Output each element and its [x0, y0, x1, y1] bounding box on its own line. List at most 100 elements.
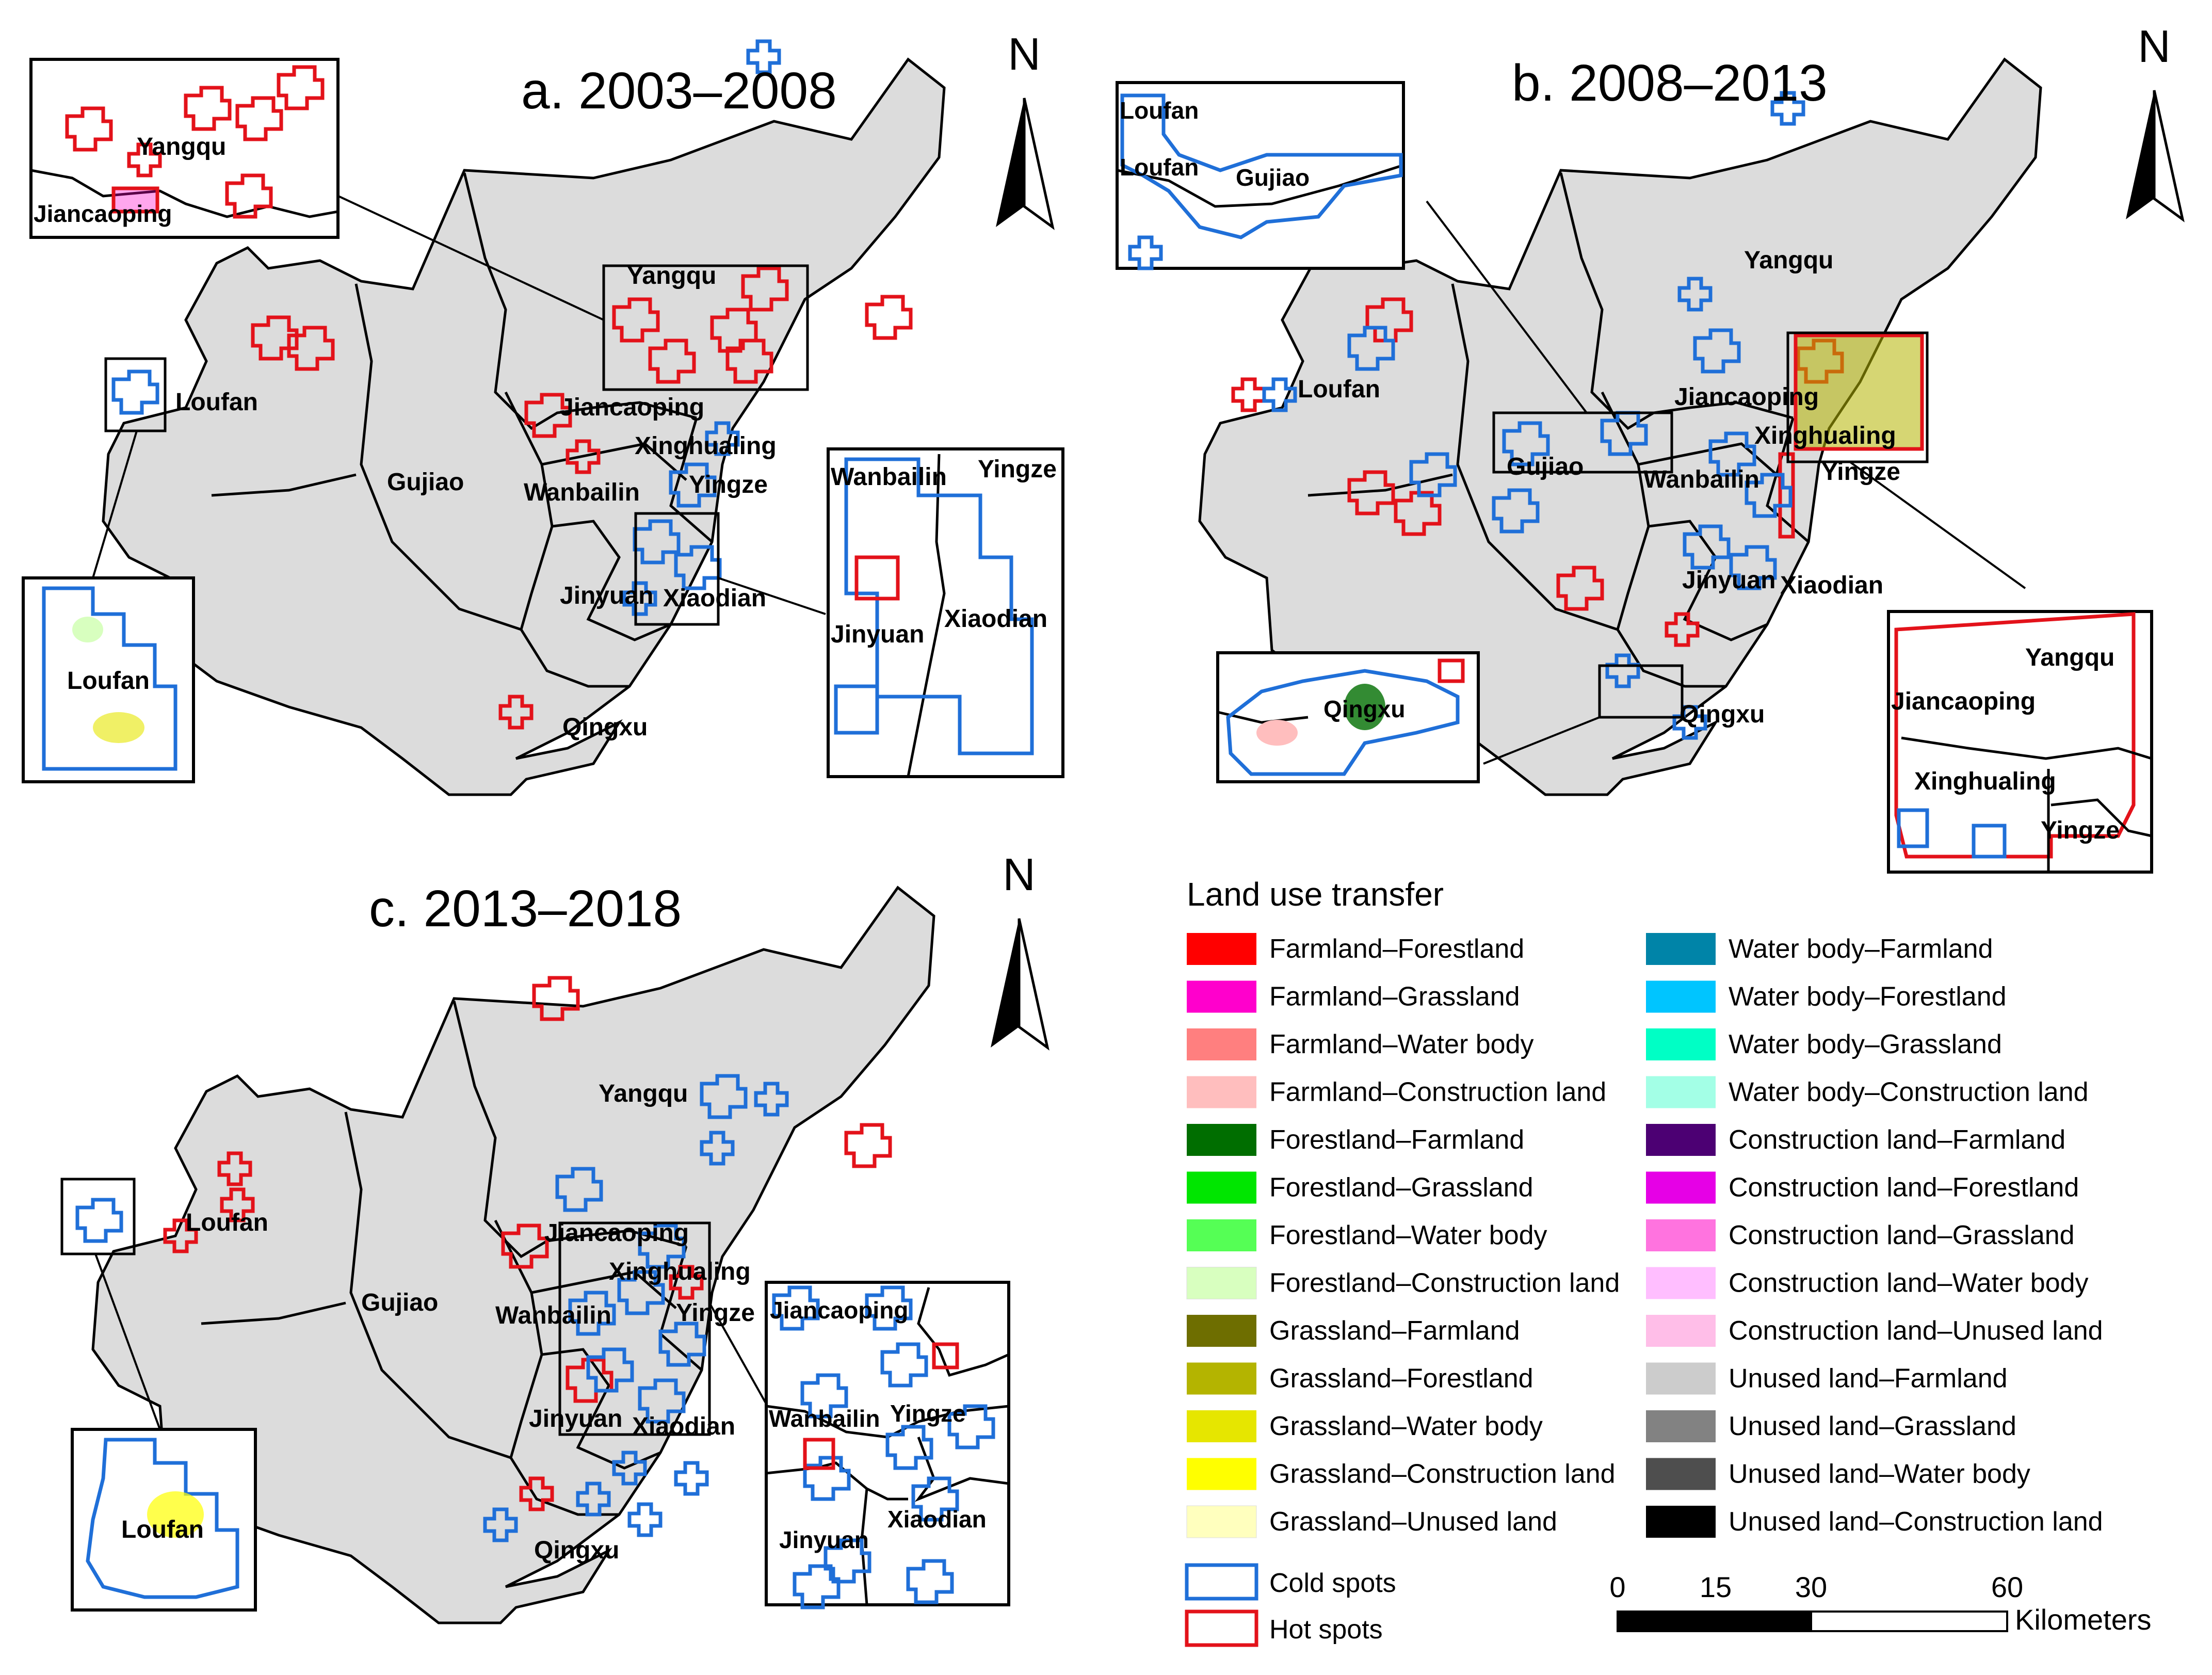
legend-label: Farmland–Water body — [1269, 1029, 1534, 1059]
town-labels-b: Yangqu Loufan Gujiao Jiancaoping Wanbail… — [1298, 247, 1900, 728]
legend-label: Construction land–Grassland — [1729, 1220, 2075, 1250]
panel-b: b. 2008–2013 N Yangqu Loufan Gujiao Jian… — [1116, 21, 2183, 874]
town-label: Yingze — [978, 456, 1057, 483]
legend-label: Construction land–Forestland — [1729, 1173, 2079, 1203]
town-label: Jiancaoping — [1891, 688, 2036, 715]
scale-tick-label: 15 — [1700, 1571, 1732, 1603]
scale-bar: 0 15 30 60 Kilometers — [1609, 1571, 2151, 1636]
town-label: Qingxu — [562, 714, 648, 741]
legend-label: Water body–Construction land — [1729, 1077, 2089, 1107]
legend-label: Unused land–Water body — [1729, 1459, 2030, 1489]
zoom-box-b-qingxu — [1598, 664, 1684, 719]
hot-spots-label: Hot spots — [1269, 1615, 1383, 1645]
legend-swatch — [1187, 1076, 1256, 1108]
panel-c-title: c. 2013–2018 — [369, 880, 682, 938]
town-label: Wanbailin — [1643, 466, 1759, 493]
inset-a-loufan: Loufan — [22, 576, 195, 783]
inset-c-center: Jiancaoping Wanbailin Yingze Jinyuan Xia… — [765, 1281, 1010, 1607]
town-label: Loufan — [121, 1516, 204, 1543]
town-label: Loufan — [67, 667, 150, 695]
town-label: Jinyuan — [779, 1526, 869, 1553]
town-label: Jiancaoping — [544, 1219, 689, 1247]
town-label: Wanbailin — [831, 463, 947, 491]
leader-line — [718, 577, 826, 615]
legend-label: Construction land–Unused land — [1729, 1316, 2103, 1346]
zoom-box-b-gujiao — [1492, 411, 1673, 474]
leader-line — [1483, 716, 1600, 765]
scale-tick-label: 0 — [1609, 1571, 1625, 1603]
legend-swatch — [1646, 1267, 1716, 1299]
inset-c-loufan: Loufan — [71, 1428, 257, 1612]
town-label: Jiancaoping — [1674, 383, 1819, 411]
legend-swatch — [1187, 1458, 1256, 1490]
scale-bar-black — [1617, 1610, 1812, 1632]
panel-c: c. 2013–2018 N Yangqu Loufan Gujiao Jian… — [60, 849, 1047, 1623]
town-label: Wanbailin — [495, 1302, 611, 1329]
scale-unit: Kilometers — [2015, 1603, 2152, 1636]
scale-tick-label: 60 — [1991, 1571, 2023, 1603]
town-label: Qingxu — [534, 1537, 619, 1564]
leader-line — [92, 430, 138, 578]
legend-swatch — [1186, 1505, 1257, 1538]
town-label: Jinyuan — [831, 621, 924, 648]
zoom-box-b-xinghualing — [1786, 331, 1929, 463]
leader-line — [94, 1253, 161, 1430]
town-labels-c: Yangqu Loufan Gujiao Jiancaoping Wanbail… — [186, 1080, 755, 1564]
town-label: Yangqu — [2025, 644, 2114, 671]
legend-swatch — [1187, 980, 1256, 1013]
legend-swatch — [1187, 933, 1256, 965]
town-label: Gujiao — [361, 1289, 438, 1316]
zoom-box-a-loufan — [104, 357, 167, 432]
legend-label: Unused land–Farmland — [1729, 1364, 2008, 1394]
inset-a-xiaodian: Wanbailin Yingze Jinyuan Xiaodian — [827, 447, 1064, 778]
north-label-a: N — [1008, 28, 1041, 79]
town-label: Gujiao — [1507, 453, 1584, 480]
panel-a-title: a. 2003–2008 — [521, 62, 837, 120]
legend-label: Forestland–Water body — [1269, 1220, 1547, 1250]
legend-swatch — [1646, 1171, 1716, 1204]
legend-label: Unused land–Construction land — [1729, 1507, 2103, 1537]
cold-spots-label: Cold spots — [1269, 1568, 1396, 1598]
town-label: Yangqu — [137, 133, 226, 160]
town-label: Jinyuan — [1682, 567, 1775, 594]
town-label: Loufan — [186, 1209, 268, 1236]
legend: Land use transfer Farmland–ForestlandFar… — [1185, 876, 2103, 1647]
town-labels-a: Yangqu Loufan Gujiao Jiancaoping Wanbail… — [175, 262, 777, 741]
legend-swatch — [1646, 1315, 1716, 1347]
scale-bar-white — [1810, 1610, 2008, 1632]
zoom-box-c-center — [558, 1221, 711, 1436]
town-label: Xiaodian — [663, 585, 766, 612]
town-label: Yingze — [1821, 458, 1900, 486]
zoom-box-c-loufan — [60, 1178, 136, 1255]
legend-swatch — [1187, 1362, 1256, 1395]
legend-label: Water body–Farmland — [1729, 934, 1993, 964]
legend-label: Forestland–Construction land — [1269, 1268, 1620, 1298]
legend-label: Farmland–Grassland — [1269, 982, 1520, 1012]
legend-swatch — [1187, 1028, 1256, 1060]
legend-swatch — [1646, 1362, 1716, 1395]
legend-swatch — [1187, 1124, 1256, 1156]
town-label: Xiaodian — [632, 1413, 735, 1440]
legend-swatch — [1646, 1076, 1716, 1108]
panel-a: a. 2003–2008 N Yangqu Loufan Gujiao Jian… — [22, 28, 1064, 795]
scale-tick-label: 30 — [1795, 1571, 1827, 1603]
town-label: Loufan — [1120, 154, 1199, 181]
legend-swatch — [1186, 1267, 1257, 1299]
town-label: Gujiao — [1236, 164, 1310, 191]
town-label: Yangqu — [627, 262, 716, 289]
legend-label: Farmland–Forestland — [1269, 934, 1524, 964]
town-label: Loufan — [1298, 376, 1380, 403]
north-arrow-icon — [996, 98, 1053, 227]
leader-line — [1426, 200, 1588, 414]
legend-swatch — [1646, 1506, 1716, 1538]
legend-swatch — [1187, 1219, 1256, 1251]
town-label: Yangqu — [1744, 247, 1833, 274]
hot-spots-b — [1233, 299, 1924, 645]
inset-b-gujiao: Loufan Loufan Gujiao — [1116, 81, 1405, 268]
town-label: Yingze — [890, 1400, 966, 1427]
legend-label: Construction land–Farmland — [1729, 1125, 2065, 1155]
town-label: Xinghualing — [1754, 422, 1896, 449]
town-label: Jiancaoping — [560, 394, 704, 421]
legend-label: Water body–Forestland — [1729, 982, 2007, 1012]
